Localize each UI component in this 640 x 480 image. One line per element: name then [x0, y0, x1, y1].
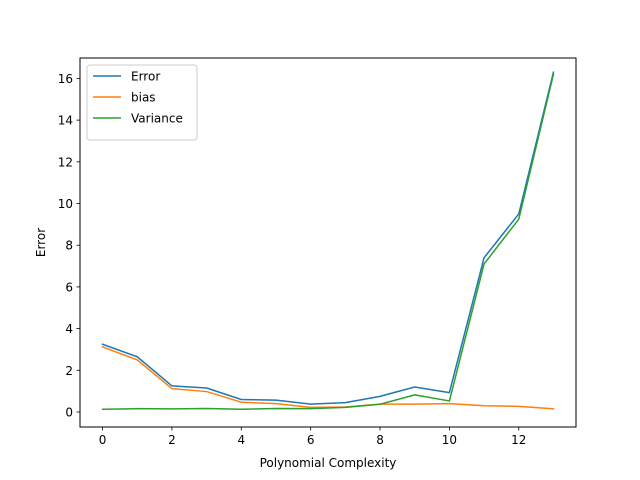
- series-layer: [101, 71, 555, 411]
- x-tick-label: 0: [99, 433, 107, 447]
- legend-label-variance: Variance: [131, 112, 183, 126]
- y-tick-label: 0: [65, 405, 73, 419]
- x-axis: 0 2 4 6 8 10 12: [99, 427, 526, 447]
- y-axis-label: Error: [34, 228, 48, 257]
- y-tick-label: 14: [58, 114, 73, 128]
- y-tick-label: 16: [58, 72, 73, 86]
- y-tick-label: 10: [58, 197, 73, 211]
- x-tick-label: 4: [237, 433, 245, 447]
- y-tick-label: 6: [65, 280, 73, 294]
- legend-label-bias: bias: [131, 91, 156, 105]
- legend: Error bias Variance: [86, 64, 198, 141]
- x-tick-label: 6: [307, 433, 315, 447]
- x-axis-label: Polynomial Complexity: [260, 456, 397, 470]
- x-tick-label: 2: [168, 433, 176, 447]
- y-tick-label: 12: [58, 155, 73, 169]
- x-tick-label: 12: [511, 433, 526, 447]
- legend-box: [86, 64, 198, 141]
- x-tick-label: 8: [376, 433, 384, 447]
- legend-label-error: Error: [131, 70, 160, 84]
- series-line-error: [101, 71, 555, 405]
- y-axis: 0 2 4 6 8 10 12 14 16: [58, 72, 80, 419]
- y-tick-label: 4: [65, 322, 73, 336]
- series-line-bias: [101, 345, 555, 410]
- plot-frame: [79, 57, 577, 428]
- x-tick-label: 10: [442, 433, 457, 447]
- series-line-variance: [101, 73, 555, 411]
- y-tick-label: 2: [65, 364, 73, 378]
- y-tick-label: 8: [65, 239, 73, 253]
